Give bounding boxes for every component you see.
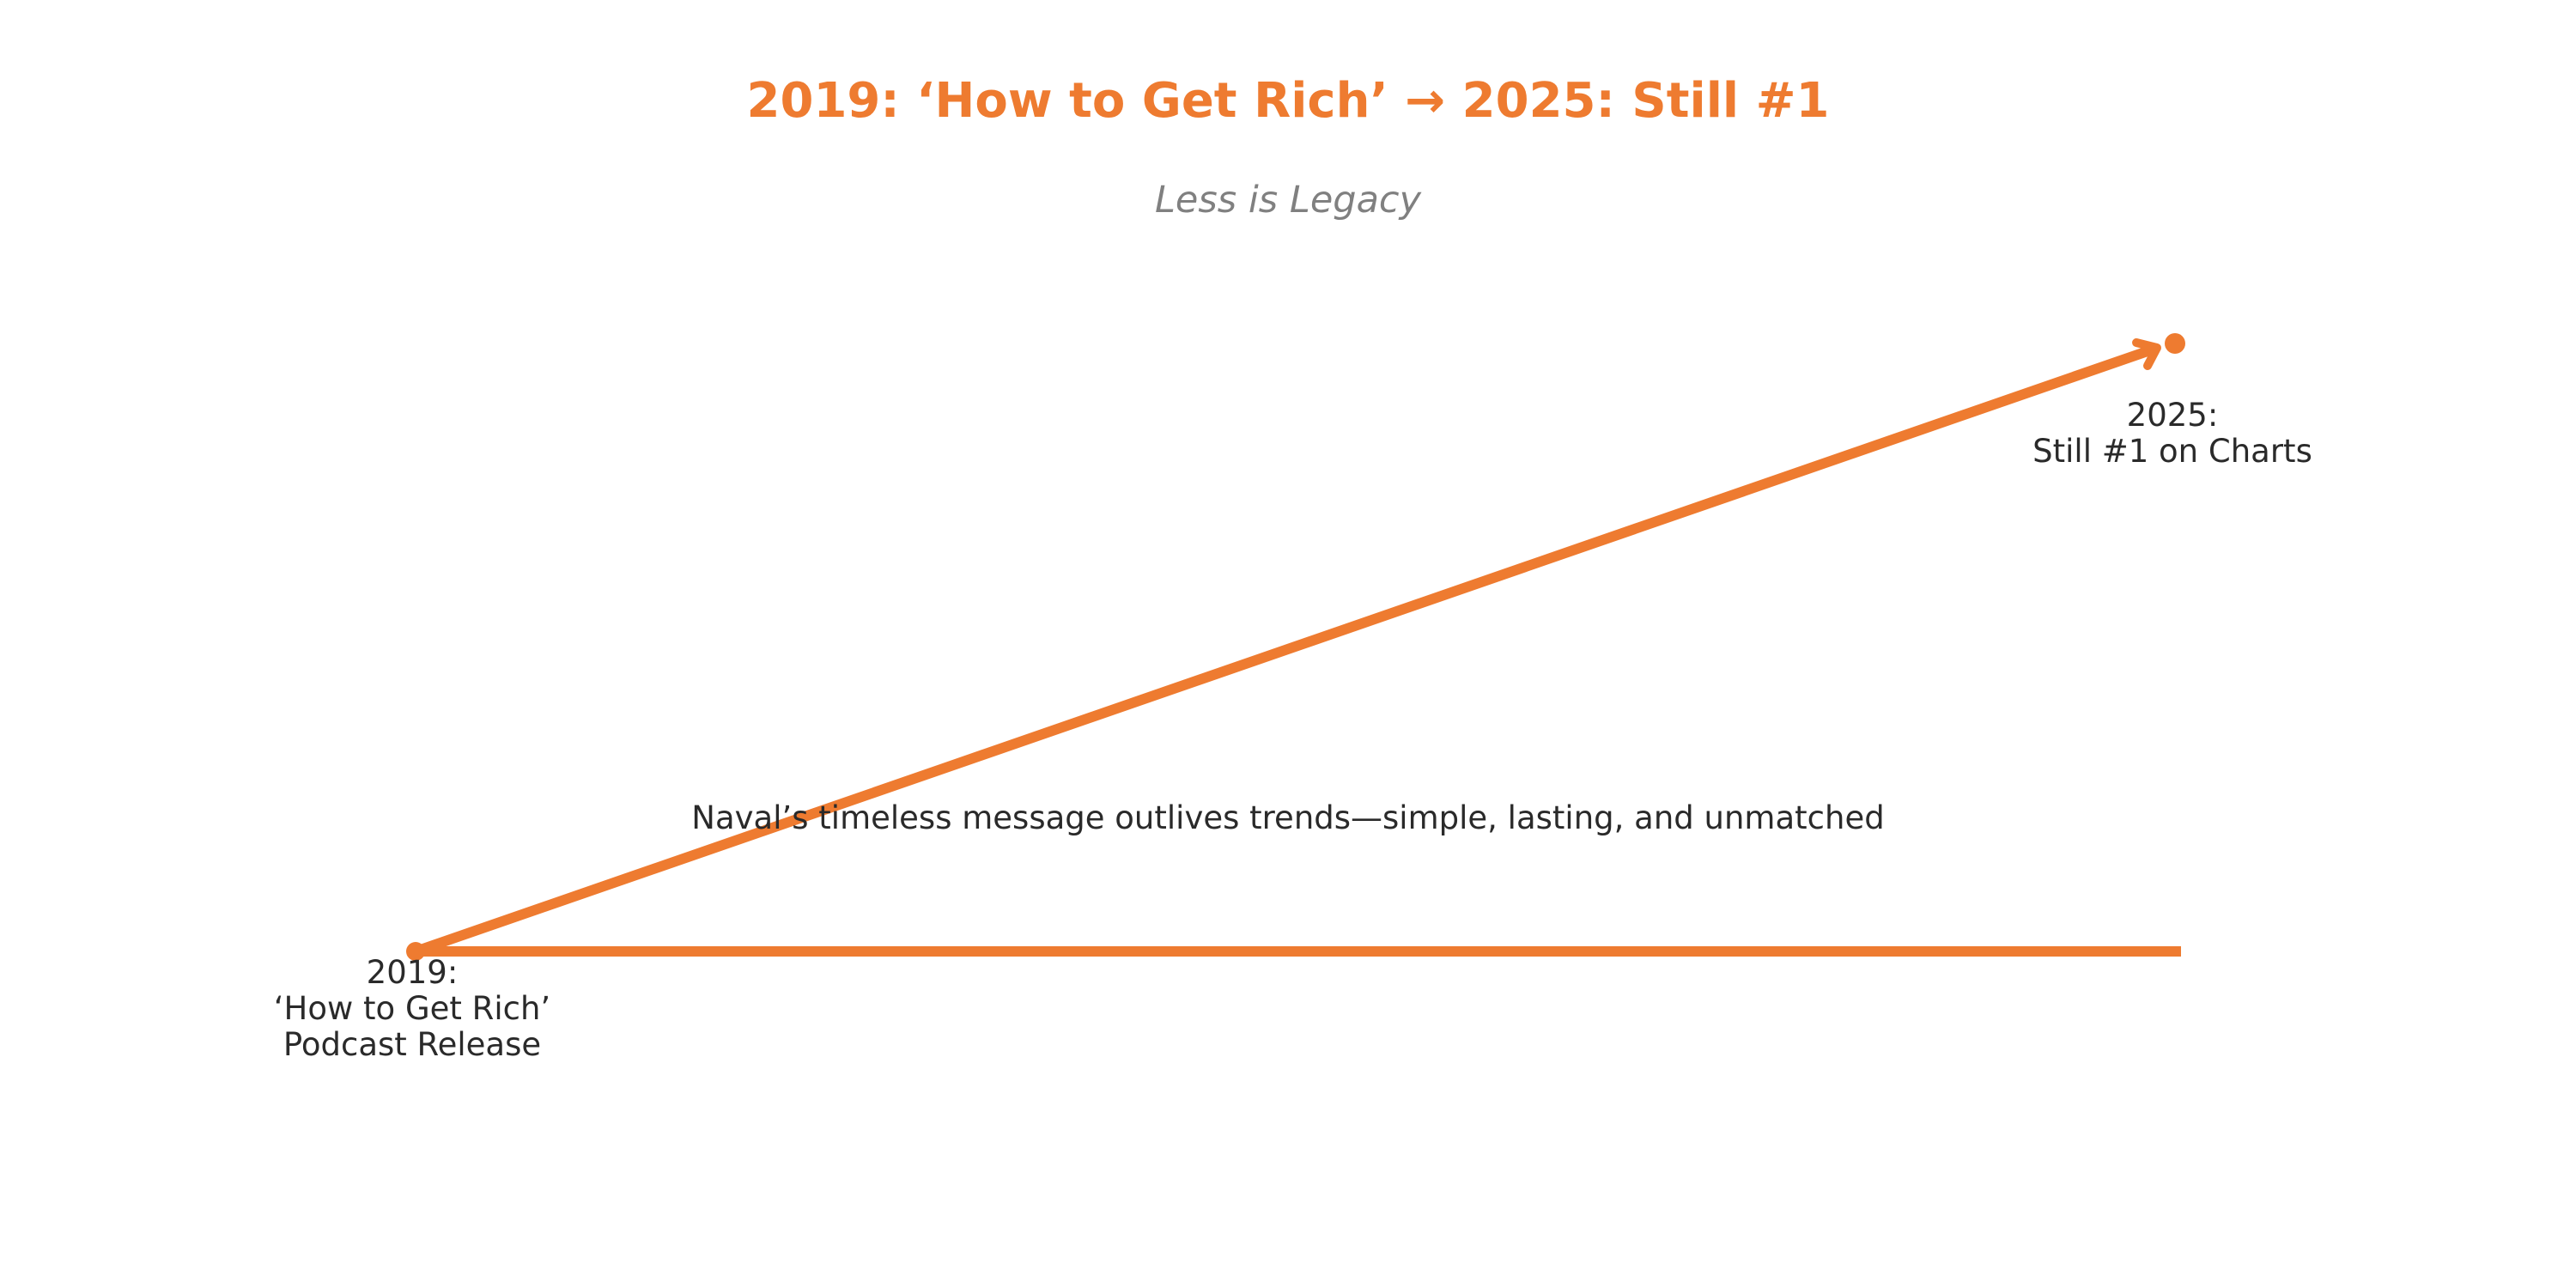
start-point xyxy=(406,942,425,961)
end-label: 2025: Still #1 on Charts xyxy=(1958,398,2387,470)
start-label-title: ‘How to Get Rich’ xyxy=(273,990,551,1027)
arrow-head xyxy=(2132,338,2161,370)
growth-arrow xyxy=(410,345,2155,957)
caption: Naval’s timeless message outlives trends… xyxy=(691,799,1885,836)
start-label-year: 2019: xyxy=(366,954,459,991)
diagram-subtitle: Less is Legacy xyxy=(1154,179,1422,222)
start-label-event: Podcast Release xyxy=(283,1026,542,1063)
end-label-year: 2025: xyxy=(2126,397,2219,434)
diagram-title: 2019: ‘How to Get Rich’ → 2025: Still #1 xyxy=(746,73,1830,129)
end-point xyxy=(2165,333,2185,354)
start-label: 2019: ‘How to Get Rich’ Podcast Release xyxy=(223,955,601,1063)
end-label-event: Still #1 on Charts xyxy=(2032,433,2312,470)
